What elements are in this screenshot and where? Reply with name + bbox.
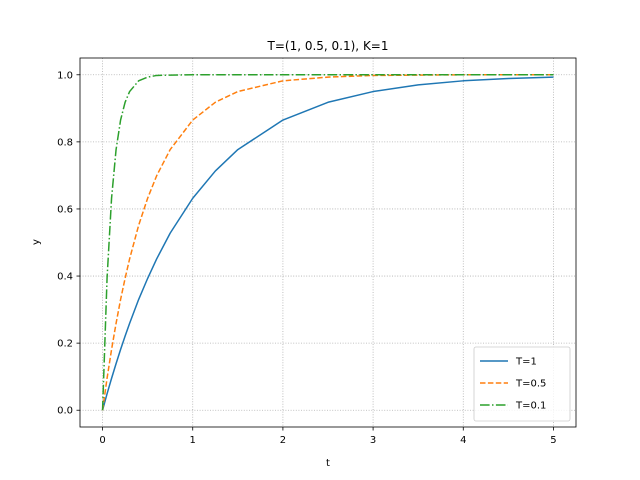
x-tick-label: 4 (460, 435, 466, 446)
y-tick-label: 0.2 (57, 339, 73, 350)
series-line-0 (101, 76, 554, 411)
grid (80, 58, 576, 427)
y-tick-label: 0.6 (57, 204, 73, 215)
legend: T=1 T=0.5 T=0.1 (473, 346, 571, 422)
x-axis-label: t (326, 458, 330, 469)
chart-title: T=(1, 0.5, 0.1), K=1 (267, 39, 389, 53)
legend-label-2: T=0.1 (515, 401, 546, 412)
series-lines (101, 74, 554, 411)
x-axis-ticks: 0 1 2 3 4 5 (99, 427, 557, 446)
legend-items: T=1 T=0.5 T=0.1 (480, 357, 546, 412)
series-line-1 (101, 74, 554, 411)
y-tick-label: 1.0 (57, 70, 73, 81)
y-tick-label: 0.4 (57, 272, 73, 283)
x-tick-label: 5 (550, 435, 556, 446)
x-tick-label: 3 (370, 435, 376, 446)
legend-label-0: T=1 (515, 357, 537, 368)
y-tick-label: 0.8 (57, 137, 73, 148)
x-tick-label: 0 (99, 435, 105, 446)
legend-label-1: T=0.5 (515, 379, 546, 390)
x-tick-label: 2 (280, 435, 286, 446)
series-line-2 (101, 74, 554, 411)
y-axis-ticks: 0.0 0.2 0.4 0.6 0.8 1.0 (57, 70, 80, 417)
legend-box (473, 346, 571, 422)
x-tick-label: 1 (190, 435, 196, 446)
y-tick-label: 0.0 (57, 406, 73, 417)
y-axis-label: y (31, 239, 42, 245)
plot-frame (79, 57, 577, 428)
